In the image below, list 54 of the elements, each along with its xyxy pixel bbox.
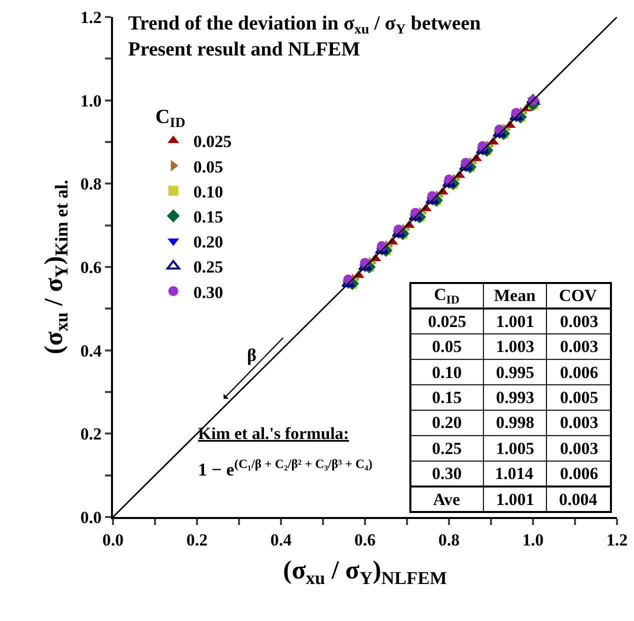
annotation: 0.003 bbox=[560, 439, 598, 458]
annotation: 0.30 bbox=[432, 464, 462, 483]
y-tick-label: 0.8 bbox=[80, 174, 102, 194]
annotation: COV bbox=[559, 286, 598, 305]
y-tick-label: 0.4 bbox=[80, 341, 102, 360]
y-tick-label: 1.0 bbox=[80, 91, 102, 110]
legend-label: 0.20 bbox=[193, 232, 224, 252]
annotation: β bbox=[247, 345, 256, 365]
annotation: 1.001 bbox=[496, 312, 534, 331]
annotation: 0.993 bbox=[496, 388, 534, 407]
legend-title: C$_{ID}$ bbox=[155, 106, 186, 132]
annotation: 0.005 bbox=[560, 388, 598, 407]
annotation: Mean bbox=[494, 286, 536, 305]
x-tick-label: 1.0 bbox=[522, 530, 544, 550]
y-tick-label: 0.2 bbox=[80, 424, 102, 444]
legend-label: 0.25 bbox=[193, 258, 224, 277]
chart-title: Trend of the deviation in σ$_{xu}$ / σ$_{Y}$ between Present result and NLFEM bbox=[128, 12, 481, 60]
annotation: 0.20 bbox=[432, 413, 462, 432]
annotation: Ave bbox=[433, 490, 461, 509]
annotation: C$_{ID}$ bbox=[434, 285, 460, 307]
annotation: 0.003 bbox=[560, 312, 598, 331]
legend-label: 0.05 bbox=[193, 157, 224, 176]
legend-label: 0.10 bbox=[193, 182, 224, 202]
annotation: 1.001 bbox=[496, 490, 534, 509]
legend-label: 0.15 bbox=[193, 207, 224, 226]
y-tick-label: 0.0 bbox=[80, 508, 102, 527]
annotation: 0.995 bbox=[496, 363, 534, 382]
annotation: 0.003 bbox=[560, 413, 598, 432]
annotation: 0.003 bbox=[560, 337, 598, 356]
legend-label: 0.025 bbox=[193, 132, 232, 152]
annotation: 0.25 bbox=[432, 439, 462, 458]
annotation: 0.15 bbox=[432, 388, 462, 407]
annotation: 1.005 bbox=[496, 439, 534, 458]
annotation: 0.10 bbox=[432, 363, 462, 382]
annotation: 0.05 bbox=[432, 337, 462, 356]
annotation: Kim et al.'s formula: bbox=[198, 424, 350, 443]
legend-label: 0.30 bbox=[193, 282, 224, 302]
x-tick-label: 0.8 bbox=[438, 530, 460, 550]
annotation: 1.003 bbox=[496, 337, 534, 356]
annotation: 0.004 bbox=[559, 490, 598, 509]
annotation: 0.998 bbox=[496, 413, 534, 432]
x-tick-label: 0.4 bbox=[270, 530, 292, 550]
x-axis-title: (σ$_{xu}$ / σ$_{Y}$)$_{NLFEM}$ bbox=[283, 556, 447, 588]
x-tick-label: 0.2 bbox=[186, 530, 208, 550]
annotation: 1.014 bbox=[495, 464, 534, 483]
annotation: 1 − e$^{(C₁/β + C₂/β² + C₃/β³ + C₄)}$ bbox=[198, 457, 372, 480]
x-tick-label: 0.6 bbox=[354, 530, 376, 550]
annotation: 0.025 bbox=[428, 312, 466, 331]
x-tick-label: 1.2 bbox=[606, 530, 628, 550]
y-tick-label: 0.6 bbox=[80, 258, 102, 277]
x-tick-label: 0.0 bbox=[102, 530, 124, 550]
y-tick-label: 1.2 bbox=[80, 8, 102, 27]
annotation: 0.006 bbox=[560, 464, 598, 483]
annotation: 0.006 bbox=[560, 363, 598, 382]
